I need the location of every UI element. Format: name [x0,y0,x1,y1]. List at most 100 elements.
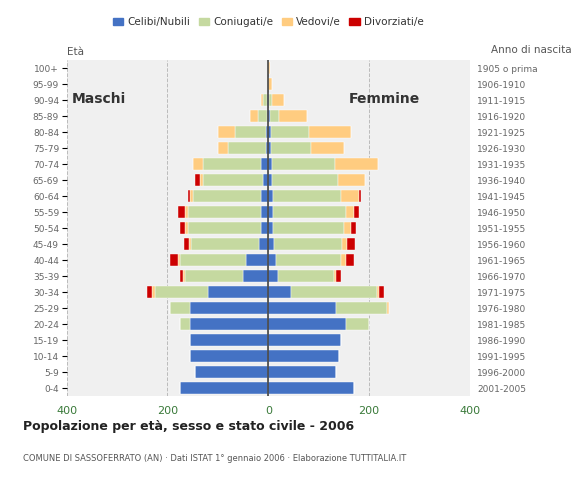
Bar [272,174,338,186]
Bar [190,190,193,203]
Bar [273,205,346,218]
Bar [180,318,190,330]
Bar [268,253,276,266]
Bar [203,157,260,170]
Bar [266,142,268,155]
Bar [153,286,155,299]
Bar [245,253,268,266]
Bar [268,366,336,378]
Bar [273,190,341,203]
Bar [190,301,268,314]
Bar [183,270,185,282]
Bar [273,222,344,234]
Bar [276,253,341,266]
Bar [259,238,268,251]
Bar [376,286,379,299]
Bar [278,270,333,282]
Bar [268,142,271,155]
Bar [268,349,339,362]
Bar [191,238,259,251]
Bar [354,205,359,218]
Bar [342,238,347,251]
Bar [268,334,341,347]
Bar [379,286,384,299]
Bar [147,286,153,299]
Bar [185,270,243,282]
Bar [185,205,188,218]
Bar [341,190,359,203]
Bar [267,94,268,107]
Bar [180,253,245,266]
Bar [268,238,274,251]
Text: COMUNE DI SASSOFERRATO (AN) · Dati ISTAT 1° gennaio 2006 · Elaborazione TUTTITAL: COMUNE DI SASSOFERRATO (AN) · Dati ISTAT… [23,454,407,463]
Bar [336,270,341,282]
Bar [311,142,344,155]
Bar [341,253,346,266]
Bar [190,318,268,330]
Bar [272,94,284,107]
Bar [346,318,369,330]
Bar [268,61,270,74]
Text: Maschi: Maschi [72,92,126,106]
Bar [260,190,268,203]
Bar [200,174,203,186]
Bar [272,157,335,170]
Bar [268,109,270,122]
Bar [268,270,278,282]
Bar [271,142,311,155]
Text: Popolazione per età, sesso e stato civile - 2006: Popolazione per età, sesso e stato civil… [23,420,354,433]
Bar [260,222,268,234]
Bar [359,190,361,203]
Bar [218,142,228,155]
Bar [269,94,272,107]
Bar [346,253,354,266]
Bar [170,301,190,314]
Bar [258,109,267,122]
Bar [268,94,269,107]
Bar [177,253,180,266]
Bar [271,126,309,138]
Bar [228,142,266,155]
Bar [184,238,189,251]
Bar [195,174,200,186]
Bar [268,205,273,218]
Text: Età: Età [67,47,84,57]
Bar [267,109,268,122]
Bar [188,222,260,234]
Bar [274,238,342,251]
Bar [193,190,260,203]
Bar [170,253,177,266]
Bar [188,205,260,218]
Bar [266,126,268,138]
Bar [177,205,185,218]
Bar [268,174,272,186]
Bar [338,174,365,186]
Bar [344,222,351,234]
Bar [268,78,272,90]
Bar [268,318,346,330]
Bar [270,109,279,122]
Bar [185,222,188,234]
Bar [387,301,389,314]
Bar [188,190,190,203]
Bar [279,109,307,122]
Bar [155,286,208,299]
Bar [180,222,185,234]
Bar [188,238,191,251]
Bar [268,222,273,234]
Bar [268,301,336,314]
Bar [190,349,268,362]
Bar [260,94,263,107]
Bar [190,334,268,347]
Bar [291,286,376,299]
Bar [336,301,387,314]
Legend: Celibi/Nubili, Coniugati/e, Vedovi/e, Divorziati/e: Celibi/Nubili, Coniugati/e, Vedovi/e, Di… [108,13,428,32]
Bar [203,174,263,186]
Bar [334,270,336,282]
Bar [193,157,203,170]
Bar [263,174,268,186]
Bar [180,270,183,282]
Bar [180,382,268,395]
Bar [335,157,378,170]
Bar [260,157,268,170]
